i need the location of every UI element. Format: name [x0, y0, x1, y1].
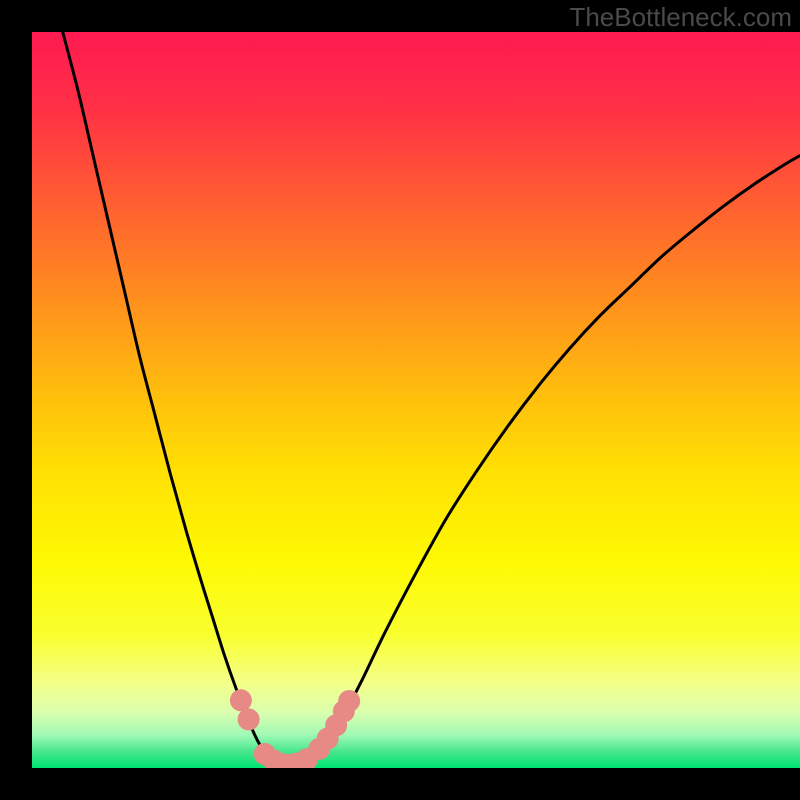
bottleneck-curve	[63, 32, 800, 766]
bottleneck-curve-chart	[32, 32, 800, 768]
curve-marker	[338, 690, 360, 712]
curve-marker	[238, 708, 260, 730]
plot-area	[32, 32, 800, 768]
watermark-text: TheBottleneck.com	[569, 2, 792, 33]
curve-marker	[230, 689, 252, 711]
